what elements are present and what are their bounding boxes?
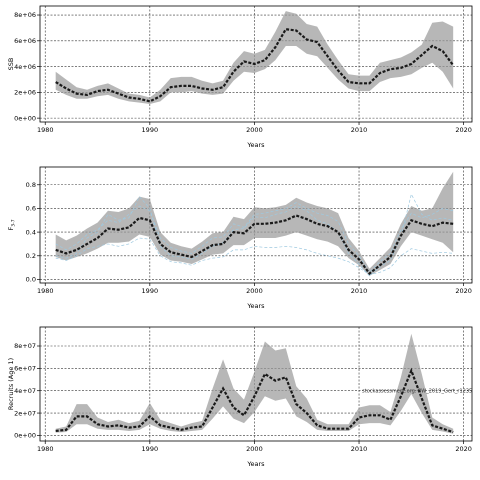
ssb-median-line [55, 28, 455, 103]
recruits-y-tick-label-3: 6e+07 [14, 365, 36, 373]
ssb-y-tick-label-3: 6e+06 [14, 37, 36, 45]
ssb-band-area [55, 11, 454, 104]
ssb-plot-frame [39, 5, 473, 123]
f-worm-1 [55, 237, 454, 276]
f-x-ticks: 1980 1990 2000 2010 2020 [37, 283, 472, 295]
recruits-y-tick-label-0: 0e+00 [14, 432, 36, 440]
ssb-y-ticks: 0e+00 2e+06 4e+06 6e+06 8e+06 [14, 11, 40, 122]
ssb-y-tick-label-1: 2e+06 [14, 89, 36, 97]
source-annotation: stockassessment.org: BW_2019_Gert_r1235 [362, 388, 472, 394]
recruits-y-tick-label-2: 4e+07 [14, 387, 36, 395]
ssb-median-polyline [55, 28, 455, 103]
recruits-y-tick-label-4: 8e+07 [14, 342, 36, 350]
ssb-x-tick-label-2: 2000 [246, 126, 263, 134]
recruits-x-tick-label-1: 1990 [142, 445, 159, 453]
ssb-x-tick-label-3: 2010 [351, 126, 368, 134]
recruits-y-tick-label-1: 2e+07 [14, 409, 36, 417]
ssb-x-ticks: 1980 1990 2000 2010 2020 [37, 122, 472, 134]
ssb-y-tick-label-4: 8e+06 [14, 11, 36, 19]
f-x-tick-label-2: 2000 [246, 287, 263, 295]
recruits-panel: 1980 1990 2000 2010 2020 0e+00 2e+07 4e+07 6e+0… [7, 326, 473, 468]
f-median-polyline [55, 214, 454, 276]
f-median-line [55, 214, 454, 276]
f-x-tick-label-0: 1980 [37, 287, 54, 295]
f-y-tick-label-2: 0.4 [26, 228, 36, 236]
ssb-y-tick-label-0: 0e+00 [14, 114, 36, 122]
f-x-tick-label-3: 2010 [351, 287, 368, 295]
f-x-tick-label-4: 2020 [455, 287, 472, 295]
ssb-y-tick-label-2: 4e+06 [14, 63, 36, 71]
recruits-confidence-band [55, 333, 454, 434]
recruits-x-ticks: 1980 1990 2000 2010 2020 [37, 441, 472, 453]
recruits-plot-frame [39, 326, 473, 442]
recruits-x-tick-label-0: 1980 [37, 445, 54, 453]
f-x-tick-label-1: 1990 [142, 287, 159, 295]
f-y-tick-label-1: 0.2 [26, 252, 36, 260]
f-y-axis-label-subscript: 3-7 [11, 219, 17, 226]
f-y-axis-label-main: F [7, 227, 15, 231]
f-worm-0 [55, 193, 454, 277]
f-y-axis-label: F3-7 [7, 219, 17, 230]
f-plot-frame [39, 166, 473, 284]
f-y-tick-label-4: 0.8 [26, 181, 36, 189]
ssb-y-axis-label: SSB [7, 58, 15, 71]
f-y-ticks: 0.0 0.2 0.4 0.6 0.8 [26, 181, 40, 284]
recruits-y-ticks: 0e+00 2e+07 4e+07 6e+07 8e+07 [14, 342, 40, 440]
f-x-axis-label: Years [246, 302, 265, 310]
ssb-confidence-band [55, 11, 454, 104]
recruits-band-area [55, 333, 454, 434]
ssb-panel: 1980 1990 2000 2010 2020 0e+00 2e+06 4e+06 6e+0… [7, 5, 473, 149]
ssb-x-tick-label-1: 1990 [142, 126, 159, 134]
ssb-x-tick-label-4: 2020 [455, 126, 472, 134]
f-worm-2 [55, 202, 454, 273]
recruits-median-polyline [55, 367, 454, 434]
f-y-tick-label-3: 0.6 [26, 205, 36, 213]
recruits-x-tick-label-2: 2000 [246, 445, 263, 453]
f-worm-lines [55, 193, 454, 277]
f-panel: 1980 1990 2000 2010 2020 0.0 0.2 0.4 0.6 0.8 Yea… [7, 166, 473, 310]
f-y-tick-label-0: 0.0 [26, 276, 36, 284]
recruits-x-tick-label-3: 2010 [351, 445, 368, 453]
recruits-y-axis-label: Recruits (Age 1) [7, 358, 15, 410]
ssb-x-axis-label: Years [246, 141, 265, 149]
recruits-x-tick-label-4: 2020 [455, 445, 472, 453]
recruits-median-line [55, 367, 454, 434]
recruits-x-axis-label: Years [246, 460, 265, 468]
ssb-x-tick-label-0: 1980 [37, 126, 54, 134]
